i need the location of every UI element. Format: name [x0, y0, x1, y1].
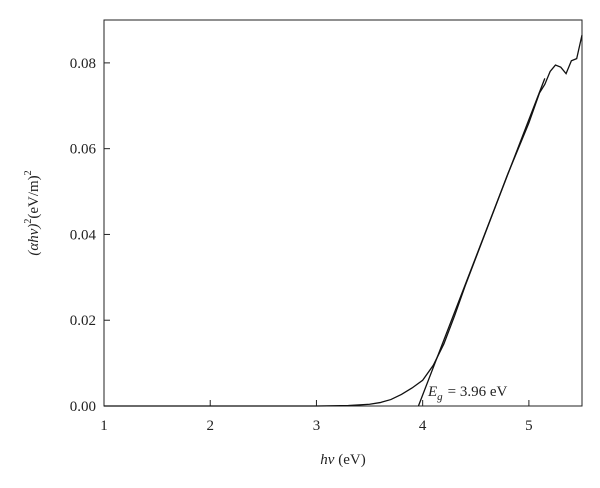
y-tick-label: 0.04 [70, 227, 97, 243]
y-tick-label: 0.02 [70, 313, 96, 329]
x-axis-label: hν (eV) [320, 452, 365, 468]
x-label-unit: (eV) [338, 452, 365, 468]
x-tick-label: 1 [100, 418, 108, 434]
x-label-symbol: hν [320, 452, 335, 468]
data-line [417, 78, 546, 407]
y-tick-label: 0.06 [70, 142, 97, 158]
y-tick-label: 0.08 [70, 56, 96, 72]
y-label-power: 2 [23, 219, 34, 224]
x-tick-label: 3 [313, 418, 321, 434]
annotation-subscript: g [437, 391, 443, 403]
y-axis-label: (αhν)2(eV/m)2 [23, 170, 42, 255]
y-tick-label: 0.00 [70, 399, 96, 415]
x-tick-label: 5 [525, 418, 533, 434]
y-label-symbol: (αhν) [26, 224, 42, 256]
data-line [104, 34, 583, 407]
annotation: Eg = 3.96 eV [427, 384, 508, 403]
annotation-text: = 3.96 eV [448, 384, 508, 400]
x-tick-label: 4 [419, 418, 427, 434]
annotation-symbol: E [427, 384, 437, 400]
x-tick-label: 2 [206, 418, 214, 434]
y-label-unit: (eV/m) [26, 175, 42, 218]
y-label-unit-power: 2 [23, 170, 34, 175]
plot-frame [103, 19, 583, 407]
